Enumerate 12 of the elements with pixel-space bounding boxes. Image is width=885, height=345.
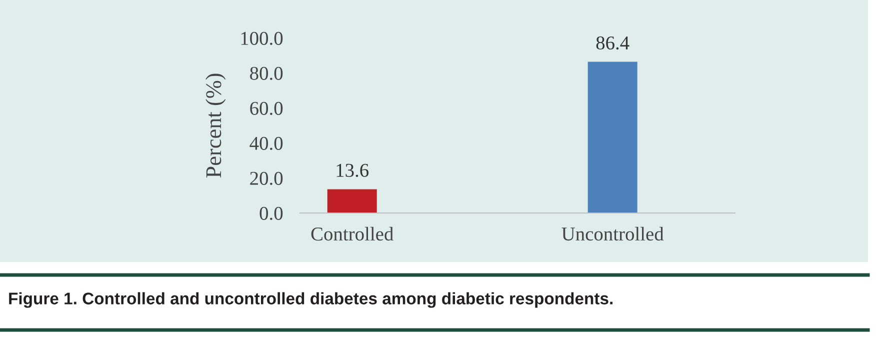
- y-tick-label: 40.0: [250, 136, 283, 150]
- y-tick-label: 60.0: [250, 102, 283, 116]
- x-tick-label: Controlled: [311, 226, 394, 241]
- y-tick-label: 80.0: [250, 66, 283, 80]
- caption: Figure 1. Controlled and uncontrolled diabetes among diabetic respondents.: [9, 292, 612, 308]
- y-tick-label: 20.0: [250, 172, 283, 186]
- y-axis-title: Percent (%): [206, 74, 226, 178]
- y-tick-label: 100.0: [241, 32, 283, 46]
- data-label: 13.6: [336, 164, 369, 177]
- y-tick-label: 0.0: [260, 206, 283, 220]
- data-label: 86.4: [596, 36, 630, 50]
- x-tick-label: Uncontrolled: [562, 226, 664, 241]
